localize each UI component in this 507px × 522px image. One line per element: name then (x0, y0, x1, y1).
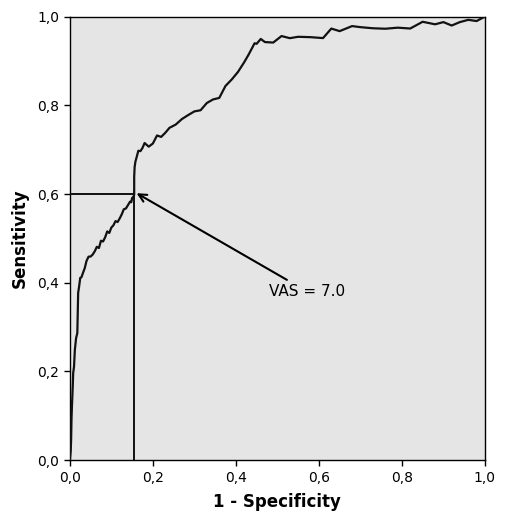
Y-axis label: Sensitivity: Sensitivity (11, 188, 29, 288)
Text: VAS = 7.0: VAS = 7.0 (138, 194, 345, 299)
X-axis label: 1 - Specificity: 1 - Specificity (213, 493, 341, 511)
